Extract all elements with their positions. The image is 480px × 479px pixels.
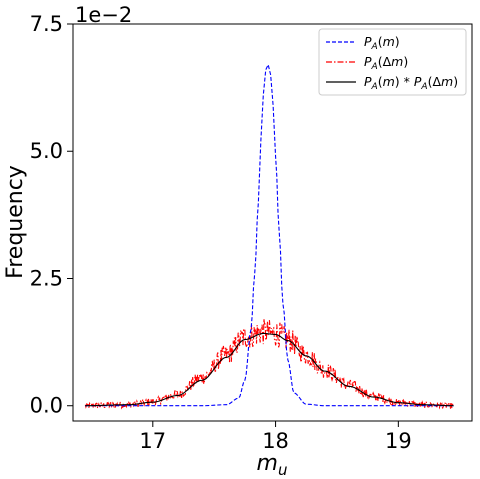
plot-frame — [72, 23, 473, 422]
y-tick-label: 0.0 — [30, 394, 63, 418]
legend-label-pa-m: PA(m) — [364, 34, 400, 52]
series-line-2 — [85, 332, 454, 407]
legend: PA(m) PA(Δm) PA(m) * PA(Δm) — [318, 28, 467, 96]
legend-entry-product: PA(m) * PA(Δm) — [326, 74, 458, 92]
series-line-0 — [85, 63, 454, 407]
x-tick-label: 18 — [262, 429, 289, 453]
y-axis: 0.0 2.5 5.0 7.5 — [30, 12, 73, 418]
legend-label-pa-dm: PA(Δm) — [364, 54, 408, 72]
legend-box — [318, 28, 467, 96]
series-line-1 — [84, 318, 454, 410]
y-tick-label: 5.0 — [30, 139, 63, 163]
y-tick-label: 7.5 — [30, 12, 63, 36]
y-tick-label: 2.5 — [30, 266, 63, 290]
x-axis-label: mu — [257, 451, 288, 479]
legend-entry-pa-m: PA(m) — [326, 34, 400, 52]
x-tick-label: 17 — [139, 429, 166, 453]
x-axis: 17 18 19 — [139, 421, 412, 453]
plot-lines — [84, 63, 454, 410]
legend-label-product: PA(m) * PA(Δm) — [364, 74, 458, 92]
y-offset-text: 1e−2 — [75, 3, 132, 27]
y-axis-label: Frequency — [3, 165, 28, 279]
legend-entry-pa-dm: PA(Δm) — [326, 54, 408, 72]
x-tick-label: 19 — [385, 429, 412, 453]
